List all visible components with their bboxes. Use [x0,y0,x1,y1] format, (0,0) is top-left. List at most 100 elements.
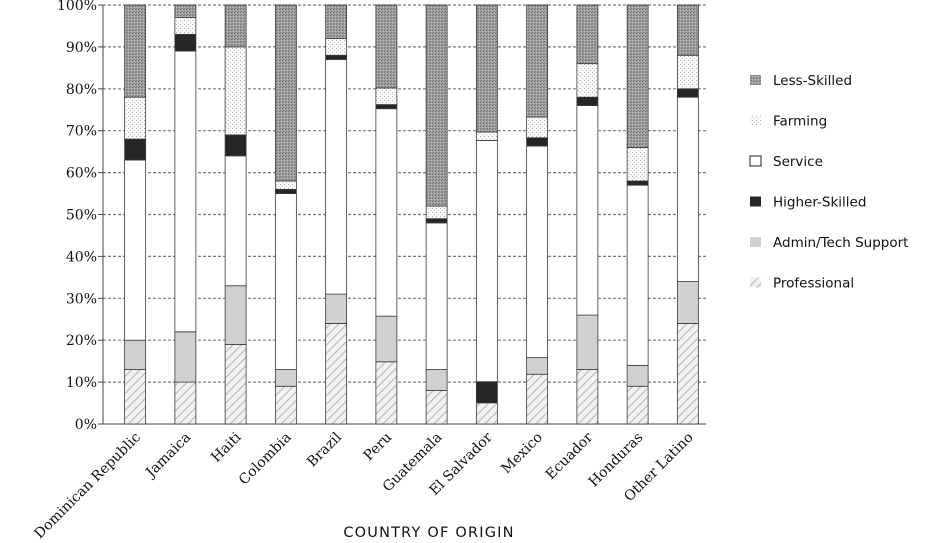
legend-swatch [749,155,762,167]
bar-segment [676,281,699,324]
bar-segment [526,137,549,147]
bar-segment [626,180,649,186]
bar-segment [274,180,297,190]
bar-segment [174,50,197,333]
bar-segment [274,193,297,370]
bar-segment [375,361,398,425]
bar-segment [425,205,448,220]
bar-stack [676,4,699,425]
y-tick-label: 30% [66,291,97,307]
y-tick-label: 50% [66,208,97,224]
bar-segment [676,96,699,282]
bar-segment [174,17,197,35]
bar-segment [475,131,498,141]
bar-segment [375,315,398,363]
legend-swatch [750,277,761,288]
bar-segment [274,4,297,182]
bar-segment [224,343,247,425]
bar-segment [274,369,297,387]
bars [124,4,699,425]
bar-segment [626,184,649,366]
bar-segment [475,140,498,383]
x-tick-label: Dominican Republic [31,429,144,542]
bar-segment [526,4,549,118]
bar-stack [174,4,197,425]
bar-segment [576,369,599,425]
y-tick-label: 20% [66,333,97,349]
x-tick-label: Ecuador [543,429,597,483]
x-tick-label: Brazil [304,429,345,470]
gridlines [103,4,706,383]
bar-segment [526,145,549,359]
bar-segment [224,134,247,157]
bar-stack [224,4,247,425]
legend-label: Professional [773,276,854,292]
bar-segment [325,4,348,39]
bar-segment [174,4,197,18]
bar-segment [526,116,549,139]
bar-stack [325,4,348,425]
bar-segment [325,59,348,295]
bar-segment [274,385,297,425]
bar-segment [325,293,348,324]
bar-segment [224,155,247,287]
bar-segment [425,218,448,224]
y-axis-ticks: 0% 10% 20% 30% 40% 50% 60% 70% 80% 90% 100% [57,0,103,433]
bar-segment [124,96,147,140]
x-tick-label: Mexico [498,430,546,478]
bar-stack [124,4,147,425]
bar-segment [425,4,448,207]
y-tick-label: 100% [57,0,97,14]
bar-segment [325,323,348,425]
bar-segment [576,4,599,65]
bar-segment [375,4,398,89]
bar-segment [626,385,649,425]
y-tick-label: 40% [66,249,97,265]
legend-label: Higher-Skilled [773,195,866,211]
bar-stack [475,4,498,425]
bar-stack [626,4,649,425]
legend-label: Service [773,154,823,170]
bar-segment [626,364,649,387]
bar-segment [124,159,147,341]
y-tick-label: 0% [75,417,97,433]
y-tick-label: 10% [66,375,97,391]
x-axis-label: COUNTRY OF ORIGIN [343,525,514,541]
bar-stack [375,4,398,425]
bar-segment [425,390,448,425]
legend-item: Less-Skilled [750,73,852,89]
bar-segment [224,285,247,345]
bar-segment [174,331,197,383]
bar-segment [274,188,297,194]
bar-segment [526,357,549,375]
bar-segment [475,381,498,404]
legend-item: Service [749,154,823,170]
bar-segment [174,33,197,52]
bar-stack [425,4,448,425]
bar-segment [124,339,147,370]
bar-segment [526,373,549,425]
bar-segment [224,4,247,48]
legend-item: Farming [750,114,827,130]
bar-stack [274,4,297,425]
bar-segment [626,4,649,148]
bar-segment [576,96,599,106]
bar-segment [576,105,599,316]
legend-item: Admin/Tech Support [750,235,908,251]
bar-stack [526,4,549,425]
legend-item: Higher-Skilled [750,195,866,211]
bar-segment [325,54,348,60]
bar-segment [475,402,498,425]
bar-segment [174,381,197,425]
y-tick-label: 80% [66,82,97,98]
bar-segment [375,108,398,317]
bar-segment [375,87,398,105]
bar-segment [576,63,599,98]
x-tick-label: Jamaica [142,430,195,483]
bar-segment [325,38,348,56]
y-tick-label: 60% [66,166,97,182]
x-tick-label: Haiti [208,429,245,466]
x-tick-label: Peru [361,430,396,465]
y-tick-label: 90% [66,40,97,56]
